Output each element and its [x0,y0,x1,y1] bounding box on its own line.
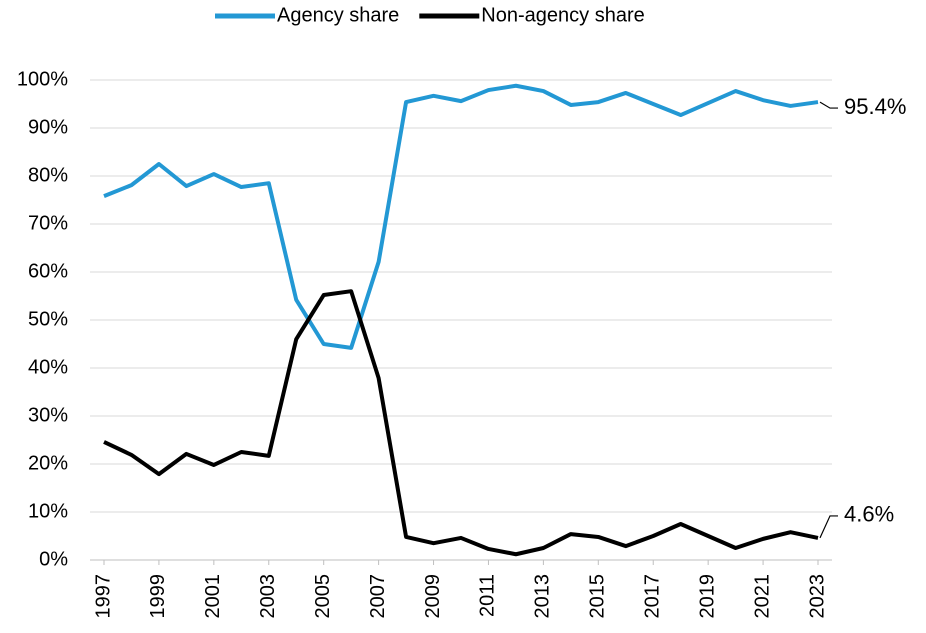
y-tick-label: 60% [28,260,68,282]
legend-label: Agency share [277,4,399,26]
annotation: 4.6% [844,502,894,527]
y-tick-label: 100% [17,68,68,90]
y-tick-label: 30% [28,404,68,426]
y-tick-label: 0% [39,548,68,570]
y-tick-label: 20% [28,452,68,474]
y-tick-label: 40% [28,356,68,378]
x-tick-label: 1997 [92,574,114,619]
series-line [103,83,819,350]
x-tick-label: 1999 [147,574,169,619]
x-tick-label: 2013 [532,574,554,619]
annotation: 95.4% [844,94,906,119]
x-tick-label: 2001 [202,574,224,619]
x-tick-label: 2009 [422,574,444,619]
x-tick-label: 2011 [477,574,499,617]
leader-line [819,515,838,539]
leader-line [819,101,838,109]
x-tick-label: 2017 [642,574,664,619]
y-tick-label: 10% [28,500,68,522]
x-tick-label: 2015 [587,574,609,619]
x-tick-label: 2007 [367,574,389,619]
y-tick-label: 50% [28,308,68,330]
legend-label: Non-agency share [481,4,644,26]
x-tick-label: 2021 [751,574,773,619]
x-tick-label: 2003 [257,574,279,619]
y-tick-label: 80% [28,164,68,186]
y-tick-label: 70% [28,212,68,234]
x-tick-label: 2019 [696,574,718,619]
x-tick-label: 2023 [806,574,828,619]
series-line [103,289,819,557]
y-tick-label: 90% [28,116,68,138]
x-tick-label: 2005 [312,574,334,619]
